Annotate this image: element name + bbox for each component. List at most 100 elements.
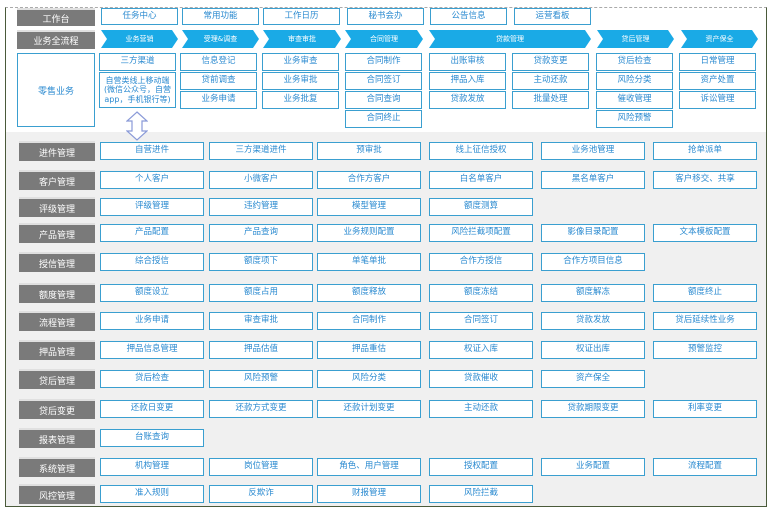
retail-item[interactable]: 合同制作 bbox=[345, 53, 422, 71]
module-item[interactable]: 额度终止 bbox=[653, 284, 757, 302]
module-item[interactable]: 资产保全 bbox=[541, 370, 645, 388]
retail-item[interactable]: 主动还款 bbox=[512, 72, 589, 90]
module-item[interactable]: 合作方授信 bbox=[429, 253, 533, 271]
retail-item[interactable]: 业务审批 bbox=[262, 72, 339, 90]
module-item[interactable]: 押品信息管理 bbox=[100, 341, 204, 359]
module-item[interactable]: 贷款催收 bbox=[429, 370, 533, 388]
retail-item[interactable]: 三方渠道 bbox=[99, 53, 176, 71]
module-item[interactable]: 综合授信 bbox=[100, 253, 204, 271]
module-item[interactable]: 影像目录配置 bbox=[541, 224, 645, 242]
module-item[interactable]: 额度释放 bbox=[317, 284, 421, 302]
module-item[interactable]: 主动还款 bbox=[429, 400, 533, 418]
workbench-item[interactable]: 公告信息 bbox=[430, 8, 507, 25]
retail-item[interactable]: 信息登记 bbox=[180, 53, 257, 71]
module-item[interactable]: 押品估值 bbox=[209, 341, 313, 359]
retail-item[interactable]: 业务批复 bbox=[262, 91, 339, 109]
module-item[interactable]: 预审批 bbox=[317, 142, 421, 160]
module-item[interactable]: 合同制作 bbox=[317, 312, 421, 330]
module-item[interactable]: 额度冻结 bbox=[429, 284, 533, 302]
module-item[interactable]: 业务池管理 bbox=[541, 142, 645, 160]
retail-item[interactable]: 资产处置 bbox=[679, 72, 756, 90]
module-item[interactable]: 贷款期限变更 bbox=[541, 400, 645, 418]
module-item[interactable]: 岗位管理 bbox=[209, 458, 313, 476]
module-item[interactable]: 额度测算 bbox=[429, 198, 533, 216]
module-item[interactable]: 模型管理 bbox=[317, 198, 421, 216]
module-item[interactable]: 还款日变更 bbox=[100, 400, 204, 418]
module-item[interactable]: 贷款发放 bbox=[541, 312, 645, 330]
process-stage[interactable]: 审查审批 bbox=[263, 30, 341, 48]
retail-item[interactable]: 贷款发放 bbox=[429, 91, 506, 109]
process-stage[interactable]: 业务营销 bbox=[101, 30, 178, 48]
retail-item[interactable]: 业务申请 bbox=[180, 91, 257, 109]
module-item[interactable]: 合作方项目信息 bbox=[541, 253, 645, 271]
retail-item[interactable]: 合同终止 bbox=[345, 110, 422, 128]
module-item[interactable]: 额度设立 bbox=[100, 284, 204, 302]
module-item[interactable]: 额度解冻 bbox=[541, 284, 645, 302]
module-item[interactable]: 自营进件 bbox=[100, 142, 204, 160]
module-item[interactable]: 流程配置 bbox=[653, 458, 757, 476]
retail-item[interactable]: 风险预警 bbox=[596, 110, 673, 128]
module-item[interactable]: 额度项下 bbox=[209, 253, 313, 271]
module-item[interactable]: 风险预警 bbox=[209, 370, 313, 388]
module-item[interactable]: 文本模板配置 bbox=[653, 224, 757, 242]
module-item[interactable]: 小微客户 bbox=[209, 171, 313, 189]
module-item[interactable]: 利率变更 bbox=[653, 400, 757, 418]
module-item[interactable]: 财报管理 bbox=[317, 485, 421, 503]
retail-item[interactable]: 出账审核 bbox=[429, 53, 506, 71]
module-item[interactable]: 抢单派单 bbox=[653, 142, 757, 160]
workbench-item[interactable]: 常用功能 bbox=[182, 8, 259, 25]
workbench-item[interactable]: 运营看板 bbox=[514, 8, 591, 25]
module-item[interactable]: 押品重估 bbox=[317, 341, 421, 359]
retail-item[interactable]: 批量处理 bbox=[512, 91, 589, 109]
module-item[interactable]: 三方渠道进件 bbox=[209, 142, 313, 160]
module-item[interactable]: 产品配置 bbox=[100, 224, 204, 242]
retail-item[interactable]: 风险分类 bbox=[596, 72, 673, 90]
module-item[interactable]: 产品查询 bbox=[209, 224, 313, 242]
module-item[interactable]: 风险分类 bbox=[317, 370, 421, 388]
module-item[interactable]: 白名单客户 bbox=[429, 171, 533, 189]
retail-item[interactable]: 贷款变更 bbox=[512, 53, 589, 71]
retail-item[interactable]: 押品入库 bbox=[429, 72, 506, 90]
module-item[interactable]: 还款计划变更 bbox=[317, 400, 421, 418]
module-item[interactable]: 线上征信授权 bbox=[429, 142, 533, 160]
module-item[interactable]: 预警监控 bbox=[653, 341, 757, 359]
retail-item[interactable]: 日常管理 bbox=[679, 53, 756, 71]
module-item[interactable]: 黑名单客户 bbox=[541, 171, 645, 189]
process-stage[interactable]: 贷后管理 bbox=[597, 30, 674, 48]
retail-item[interactable]: 自营类线上移动端(微信公众号，自营app，手机银行等) bbox=[99, 72, 176, 108]
module-item[interactable]: 额度占用 bbox=[209, 284, 313, 302]
retail-item[interactable]: 诉讼管理 bbox=[679, 91, 756, 109]
module-item[interactable]: 审查审批 bbox=[209, 312, 313, 330]
module-item[interactable]: 客户移交、共享 bbox=[653, 171, 757, 189]
retail-item[interactable]: 催收管理 bbox=[596, 91, 673, 109]
workbench-item[interactable]: 任务中心 bbox=[101, 8, 178, 25]
module-item[interactable]: 权证出库 bbox=[541, 341, 645, 359]
module-item[interactable]: 单笔单批 bbox=[317, 253, 421, 271]
module-item[interactable]: 贷后延续性业务 bbox=[653, 312, 757, 330]
module-item[interactable]: 授权配置 bbox=[429, 458, 533, 476]
module-item[interactable]: 合作方客户 bbox=[317, 171, 421, 189]
module-item[interactable]: 准入规则 bbox=[100, 485, 204, 503]
module-item[interactable]: 业务申请 bbox=[100, 312, 204, 330]
workbench-item[interactable]: 工作日历 bbox=[263, 8, 340, 25]
module-item[interactable]: 个人客户 bbox=[100, 171, 204, 189]
process-stage[interactable]: 资产保全 bbox=[681, 30, 758, 48]
module-item[interactable]: 反欺诈 bbox=[209, 485, 313, 503]
retail-item[interactable]: 贷前调查 bbox=[180, 72, 257, 90]
process-stage[interactable]: 受理&调查 bbox=[182, 30, 259, 48]
process-stage[interactable]: 贷款管理 bbox=[429, 30, 591, 48]
module-item[interactable]: 风险拦截 bbox=[429, 485, 533, 503]
module-item[interactable]: 合同签订 bbox=[429, 312, 533, 330]
module-item[interactable]: 评级管理 bbox=[100, 198, 204, 216]
module-item[interactable]: 业务规则配置 bbox=[317, 224, 421, 242]
retail-item[interactable]: 贷后检查 bbox=[596, 53, 673, 71]
module-item[interactable]: 违约管理 bbox=[209, 198, 313, 216]
retail-item[interactable]: 合同签订 bbox=[345, 72, 422, 90]
module-item[interactable]: 权证入库 bbox=[429, 341, 533, 359]
retail-item[interactable]: 业务审查 bbox=[262, 53, 339, 71]
module-item[interactable]: 角色、用户管理 bbox=[317, 458, 421, 476]
process-stage[interactable]: 合同管理 bbox=[345, 30, 423, 48]
retail-item[interactable]: 合同查询 bbox=[345, 91, 422, 109]
module-item[interactable]: 贷后检查 bbox=[100, 370, 204, 388]
module-item[interactable]: 业务配置 bbox=[541, 458, 645, 476]
